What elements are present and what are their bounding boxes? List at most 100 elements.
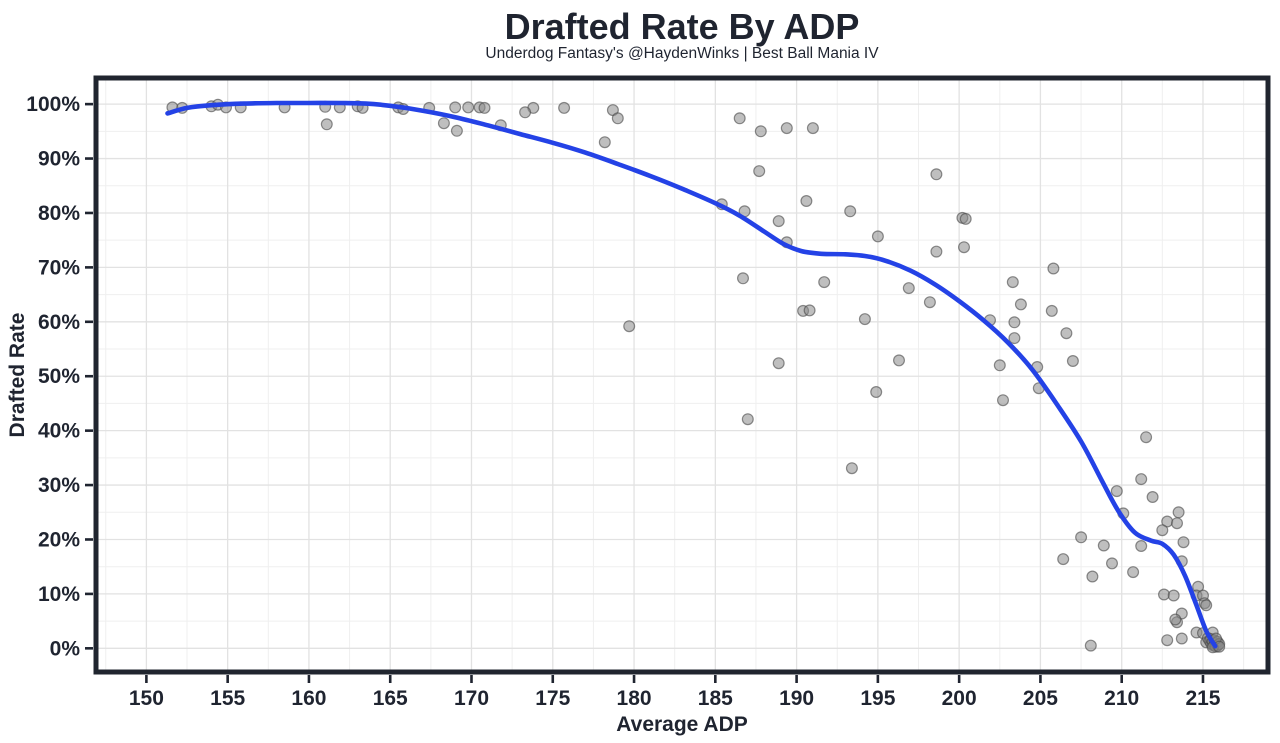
scatter-point [1169, 613, 1182, 626]
y-tick-label: 10% [38, 583, 80, 606]
chart-title: Drafted Rate By ADP [505, 6, 860, 47]
y-tick-label: 40% [38, 420, 80, 443]
scatter-point [1084, 639, 1097, 652]
scatter-point [1045, 304, 1058, 317]
scatter-point [1008, 332, 1021, 345]
scatter-point [1135, 473, 1148, 486]
scatter-point [611, 112, 624, 125]
x-tick-label: 195 [860, 687, 895, 710]
scatter-point [772, 215, 785, 228]
scatter-point [844, 205, 857, 218]
x-tick-label: 180 [617, 687, 652, 710]
scatter-point [923, 296, 936, 309]
scatter-point [449, 101, 462, 114]
scatter-point [1075, 531, 1088, 544]
scatter-point [733, 112, 746, 125]
x-tick-label: 190 [779, 687, 814, 710]
scatter-point [1167, 589, 1180, 602]
chart-subtitle: Underdog Fantasy's @HaydenWinks | Best B… [485, 45, 879, 62]
scatter-point [1127, 566, 1140, 579]
scatter-point [1006, 276, 1019, 289]
scatter-point [1135, 539, 1148, 552]
y-tick-label: 0% [50, 637, 81, 660]
scatter-point [1086, 570, 1099, 583]
scatter-point [1200, 599, 1213, 612]
y-tick-label: 60% [38, 311, 80, 334]
scatter-point [1157, 588, 1170, 601]
scatter-point [845, 462, 858, 475]
scatter-point [1161, 634, 1174, 647]
y-tick-label: 80% [38, 202, 80, 225]
scatter-point [754, 125, 767, 138]
y-tick-label: 30% [38, 474, 80, 497]
scatter-point [1047, 262, 1060, 275]
scatter-point [800, 195, 813, 208]
x-tick-label: 210 [1104, 687, 1139, 710]
scatter-point [320, 118, 333, 131]
scatter-point [930, 168, 943, 181]
grid-layer [96, 78, 1268, 672]
scatter-point [1170, 517, 1183, 530]
y-tick-label: 20% [38, 528, 80, 551]
scatter-point [450, 124, 463, 137]
scatter-point [1066, 355, 1079, 368]
scatter-point [1057, 553, 1070, 566]
scatter-point [1156, 524, 1169, 537]
scatter-point [623, 320, 636, 333]
scatter-point [741, 413, 754, 426]
scatter-point [1014, 298, 1027, 311]
x-tick-label: 205 [1023, 687, 1058, 710]
y-tick-label: 50% [38, 365, 80, 388]
scatter-point [902, 282, 915, 295]
scatter-point [871, 230, 884, 243]
scatter-point [892, 354, 905, 367]
panel-frame-layer [93, 75, 1271, 675]
x-tick-label: 170 [454, 687, 489, 710]
x-tick-label: 175 [535, 687, 570, 710]
scatter-point [959, 212, 972, 225]
scatter-point [870, 386, 883, 399]
scatter-point [1105, 557, 1118, 570]
scatter-point [598, 136, 611, 149]
axis-layer: 150 155 160 165 170 175 180 185 190 195 200 205 210 2… [26, 93, 1221, 710]
scatter-point [753, 165, 766, 178]
y-axis-title: Drafted Rate [6, 313, 29, 438]
y-tick-label: 70% [38, 256, 80, 279]
scatter-point [1097, 539, 1110, 552]
scatter-point [996, 394, 1009, 407]
scatter-point [1175, 632, 1188, 645]
x-tick-label: 150 [129, 687, 164, 710]
x-tick-label: 185 [698, 687, 733, 710]
x-tick-label: 215 [1185, 687, 1220, 710]
scatter-point [1172, 506, 1185, 519]
scatter-point [1008, 316, 1021, 329]
scatter-point [806, 122, 819, 135]
scatter-point [462, 101, 475, 114]
panel-border [93, 75, 1271, 675]
scatter-point [1177, 536, 1190, 549]
x-tick-label: 200 [942, 687, 977, 710]
smooth-trend-line [165, 100, 1218, 649]
scatter-point [1146, 491, 1159, 504]
scatter-point [437, 117, 450, 130]
scatter-point [1110, 485, 1123, 498]
scatter-point [558, 101, 571, 114]
scatter-point [957, 241, 970, 254]
scatter-point [736, 272, 749, 285]
scatter-point [1140, 431, 1153, 444]
scatter-point [478, 101, 491, 114]
y-tick-label: 100% [26, 93, 80, 116]
scatter-point [993, 359, 1006, 372]
scatter-point [519, 106, 532, 119]
scatter-point [930, 245, 943, 258]
scatter-point [858, 313, 871, 326]
x-tick-label: 165 [373, 687, 408, 710]
scatter-point [803, 304, 816, 317]
scatter-point [1060, 327, 1073, 340]
x-tick-label: 160 [291, 687, 326, 710]
smooth-line-layer [165, 100, 1218, 649]
x-axis-title: Average ADP [616, 713, 748, 736]
scatter-point [780, 122, 793, 135]
